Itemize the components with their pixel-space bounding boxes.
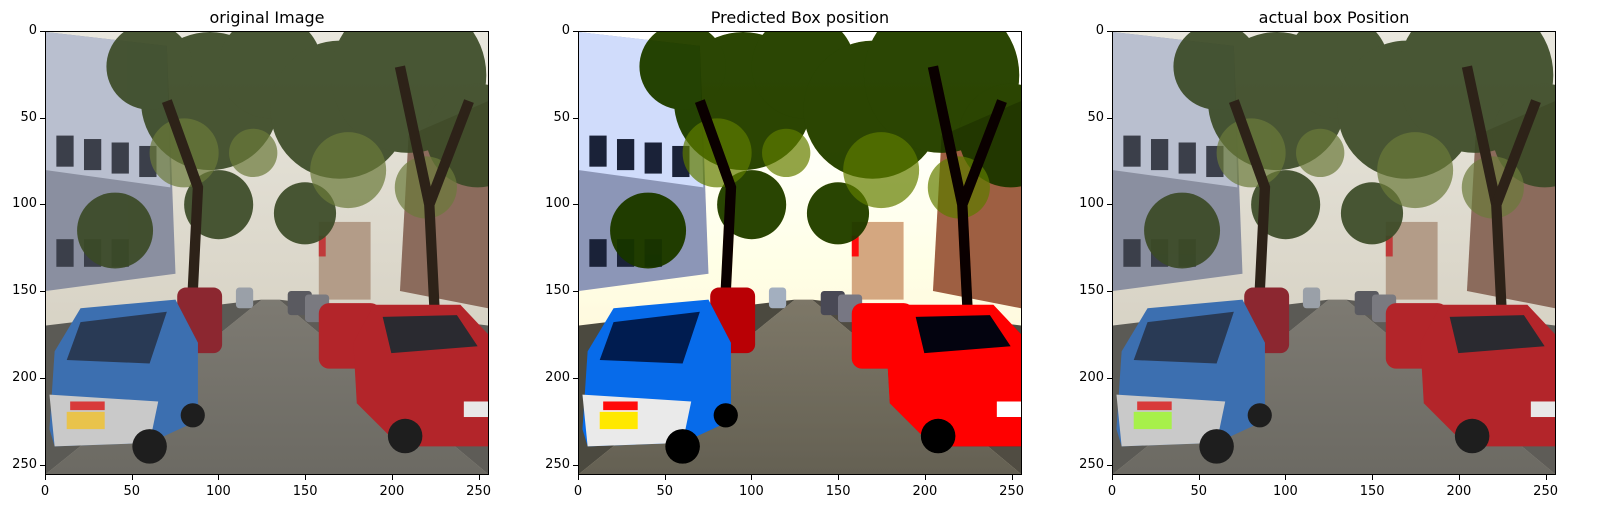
y-tick-label: 0 bbox=[28, 23, 37, 38]
x-tick-label: 100 bbox=[739, 484, 764, 499]
x-tick-label: 150 bbox=[292, 484, 318, 499]
panel-title-3: actual box Position bbox=[1258, 8, 1410, 27]
x-tick-mark bbox=[1198, 475, 1200, 480]
y-tick-label: 250 bbox=[1079, 456, 1104, 472]
x-tick-label: 250 bbox=[999, 484, 1024, 499]
y-tick-label: 100 bbox=[545, 196, 570, 212]
x-tick-label: 100 bbox=[206, 484, 231, 499]
y-tick-label: 50 bbox=[553, 109, 570, 125]
x-tick-mark bbox=[924, 475, 926, 480]
y-tick-label: 50 bbox=[20, 109, 37, 125]
x-tick-mark bbox=[391, 475, 393, 480]
x-tick-label: 200 bbox=[379, 484, 405, 499]
y-tick-label: 100 bbox=[1079, 196, 1104, 212]
x-tick-label: 150 bbox=[825, 484, 851, 499]
x-tick-mark bbox=[1545, 475, 1547, 480]
x-tick-label: 200 bbox=[1446, 484, 1472, 499]
x-tick-mark bbox=[1458, 475, 1460, 480]
y-tick-mark bbox=[40, 31, 45, 32]
x-tick-mark bbox=[1112, 475, 1113, 480]
image-panel-predicted bbox=[578, 31, 1022, 475]
y-tick-mark bbox=[40, 464, 45, 466]
x-tick-label: 0 bbox=[40, 484, 50, 499]
y-tick-label: 150 bbox=[545, 283, 570, 299]
y-tick-mark bbox=[573, 291, 578, 293]
x-tick-mark bbox=[1011, 475, 1013, 480]
panel-title-2: Predicted Box position bbox=[710, 8, 890, 27]
y-tick-label: 100 bbox=[12, 196, 37, 212]
y-tick-mark bbox=[573, 31, 578, 32]
x-tick-mark bbox=[751, 475, 753, 480]
y-tick-label: 200 bbox=[545, 369, 570, 385]
y-tick-mark bbox=[1107, 291, 1112, 293]
x-tick-label: 50 bbox=[123, 484, 140, 499]
y-tick-mark bbox=[573, 204, 578, 206]
image-panel-original bbox=[45, 31, 489, 475]
y-tick-mark bbox=[1107, 31, 1112, 32]
x-tick-mark bbox=[838, 475, 840, 480]
x-tick-label: 150 bbox=[1359, 484, 1385, 499]
x-tick-label: 50 bbox=[656, 484, 673, 499]
x-tick-mark bbox=[218, 475, 220, 480]
panel-title-1: original Image bbox=[209, 8, 325, 27]
y-tick-mark bbox=[1107, 464, 1112, 466]
x-tick-mark bbox=[45, 475, 46, 480]
y-tick-label: 0 bbox=[1095, 23, 1104, 38]
x-tick-label: 100 bbox=[1273, 484, 1298, 499]
y-tick-mark bbox=[1107, 117, 1112, 119]
y-tick-mark bbox=[573, 464, 578, 466]
y-tick-label: 200 bbox=[12, 369, 37, 385]
x-tick-label: 250 bbox=[1533, 484, 1558, 499]
x-tick-label: 200 bbox=[912, 484, 938, 499]
y-tick-mark bbox=[1107, 377, 1112, 379]
image-panel-actual bbox=[1112, 31, 1556, 475]
y-tick-label: 150 bbox=[1079, 283, 1104, 299]
y-tick-mark bbox=[40, 117, 45, 119]
y-tick-mark bbox=[40, 291, 45, 293]
x-tick-label: 0 bbox=[573, 484, 583, 499]
x-tick-label: 250 bbox=[466, 484, 491, 499]
x-tick-mark bbox=[305, 475, 307, 480]
x-tick-mark bbox=[131, 475, 133, 480]
x-tick-mark bbox=[1372, 475, 1374, 480]
y-tick-label: 200 bbox=[1079, 369, 1104, 385]
y-tick-mark bbox=[573, 117, 578, 119]
y-tick-label: 50 bbox=[1087, 109, 1104, 125]
x-tick-label: 50 bbox=[1190, 484, 1207, 499]
y-tick-label: 250 bbox=[545, 456, 570, 472]
y-tick-mark bbox=[1107, 204, 1112, 206]
x-tick-label: 0 bbox=[1107, 484, 1117, 499]
y-tick-mark bbox=[573, 377, 578, 379]
y-tick-mark bbox=[40, 377, 45, 379]
y-tick-mark bbox=[40, 204, 45, 206]
x-tick-mark bbox=[578, 475, 579, 480]
y-tick-label: 150 bbox=[12, 283, 37, 299]
x-tick-mark bbox=[478, 475, 480, 480]
y-tick-label: 250 bbox=[12, 456, 37, 472]
x-tick-mark bbox=[664, 475, 666, 480]
x-tick-mark bbox=[1285, 475, 1287, 480]
y-tick-label: 0 bbox=[561, 23, 570, 38]
